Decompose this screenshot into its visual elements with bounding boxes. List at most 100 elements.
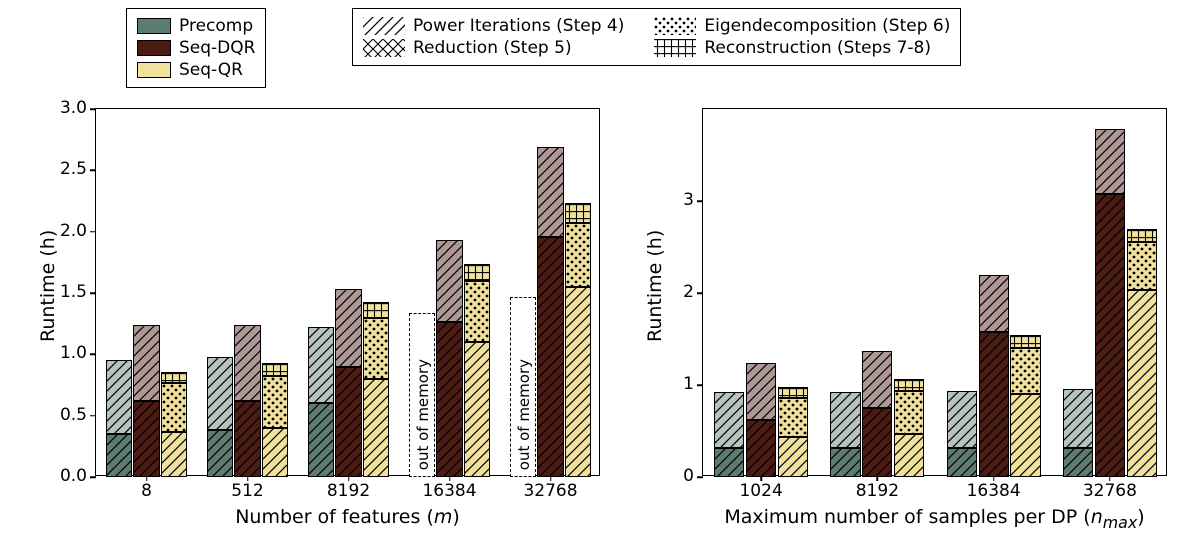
- bar-segment: [335, 367, 361, 477]
- bar-segment: [106, 434, 132, 477]
- legend-hatch-swatch: [363, 17, 405, 35]
- legend-label: Seq-QR: [179, 60, 243, 80]
- ytick-label: 0.0: [47, 466, 87, 486]
- xtick-label: 1024: [739, 481, 782, 501]
- figure: 8 512 8192 16384 out of memory 32768 out of me…: [0, 0, 1200, 542]
- legend-swatch: [137, 18, 171, 34]
- legend-hatch-swatch: [363, 39, 405, 57]
- bar-segment: [436, 322, 462, 477]
- ylabel: Runtime (h): [644, 230, 666, 342]
- bar-segment: [161, 432, 187, 477]
- xtick-label: 16384: [422, 481, 476, 501]
- xtick-label: 8192: [856, 481, 899, 501]
- legend-label: Seq-DQR: [179, 38, 255, 58]
- bar-segment: [207, 357, 233, 431]
- legend-hatch-swatch: [654, 39, 696, 57]
- xtick-label: 8: [141, 481, 152, 501]
- legend-label: Precomp: [179, 16, 253, 36]
- oom-box: out of memory: [510, 297, 536, 477]
- bar-segment: [363, 379, 389, 477]
- bar-segment: [778, 437, 808, 477]
- bar-segment: [714, 448, 744, 477]
- bar-segment: [335, 289, 361, 366]
- bar-segment: [714, 392, 744, 447]
- bar-segment: [862, 351, 892, 408]
- bar-segment: [1127, 229, 1157, 243]
- bar-segment: [537, 237, 563, 477]
- bar-segment: [537, 147, 563, 237]
- bar-segment: [262, 363, 288, 376]
- bar-segment: [464, 264, 490, 281]
- ytick-label: 1.0: [47, 343, 87, 363]
- bar-segment: [1010, 394, 1040, 477]
- legend-label: Reduction (Step 5): [413, 38, 572, 58]
- bar-segment: [464, 342, 490, 477]
- bar-segment: [1127, 242, 1157, 290]
- bar-segment: [106, 360, 132, 434]
- bar-segment: [1095, 194, 1125, 477]
- bar-segment: [862, 408, 892, 477]
- bar-segment: [161, 372, 187, 383]
- bar-segment: [979, 332, 1009, 477]
- legend-label: Eigendecomposition (Step 6): [704, 16, 950, 36]
- oom-label: out of memory: [414, 359, 432, 470]
- bar-segment: [894, 379, 924, 391]
- bar-segment: [746, 420, 776, 477]
- bar-segment: [161, 383, 187, 432]
- bar-segment: [979, 275, 1009, 332]
- bar-segment: [565, 287, 591, 477]
- ytick-label: 2.5: [47, 159, 87, 179]
- bar-segment: [1095, 129, 1125, 193]
- legend-hatches: Power Iterations (Step 4)Reduction (Step…: [352, 8, 961, 66]
- legend-hatch-swatch: [654, 17, 696, 35]
- bar-segment: [262, 428, 288, 477]
- plot-area: 102481921638432768: [702, 108, 1167, 476]
- xlabel: Number of features (m): [95, 506, 600, 528]
- ytick-label: 1: [654, 374, 694, 394]
- ytick-label: 3: [654, 190, 694, 210]
- ylabel: Runtime (h): [37, 230, 59, 342]
- xtick-label: 32768: [1083, 481, 1137, 501]
- bar-segment: [565, 203, 591, 223]
- bar-segment: [234, 325, 260, 401]
- bar-segment: [1063, 448, 1093, 477]
- xtick-label: 16384: [967, 481, 1021, 501]
- bar-segment: [830, 392, 860, 447]
- oom-label: out of memory: [515, 359, 533, 470]
- bar-segment: [947, 448, 977, 477]
- bar-segment: [1063, 389, 1093, 448]
- bar-segment: [1010, 335, 1040, 348]
- bar-segment: [746, 363, 776, 420]
- bar-segment: [308, 327, 334, 403]
- bar-segment: [262, 376, 288, 428]
- bar-segment: [308, 403, 334, 477]
- legend-label: Power Iterations (Step 4): [413, 16, 624, 36]
- bar-segment: [234, 401, 260, 477]
- bar-segment: [207, 430, 233, 477]
- legend-swatch: [137, 62, 171, 78]
- bar-segment: [894, 434, 924, 477]
- ytick-label: 0.5: [47, 405, 87, 425]
- bar-segment: [778, 387, 808, 398]
- ytick-label: 3.0: [47, 98, 87, 118]
- xlabel: Maximum number of samples per DP (nmax): [702, 506, 1167, 532]
- oom-box: out of memory: [409, 313, 435, 477]
- bar-segment: [133, 325, 159, 401]
- bar-segment: [778, 398, 808, 438]
- bar-segment: [894, 391, 924, 434]
- bar-segment: [133, 401, 159, 477]
- xtick-label: 512: [231, 481, 263, 501]
- bar-segment: [363, 318, 389, 379]
- bar-segment: [363, 302, 389, 318]
- plot-area: 8512819216384out of memory32768out of me…: [95, 108, 600, 476]
- legend-colors: PrecompSeq-DQRSeq-QR: [126, 8, 266, 88]
- bar-segment: [830, 448, 860, 477]
- bar-segment: [464, 281, 490, 342]
- bar-segment: [947, 391, 977, 448]
- xtick-label: 8192: [327, 481, 370, 501]
- legend-swatch: [137, 40, 171, 56]
- ytick-label: 0: [654, 466, 694, 486]
- xtick-label: 32768: [523, 481, 577, 501]
- bar-segment: [1127, 290, 1157, 477]
- bar-segment: [436, 240, 462, 322]
